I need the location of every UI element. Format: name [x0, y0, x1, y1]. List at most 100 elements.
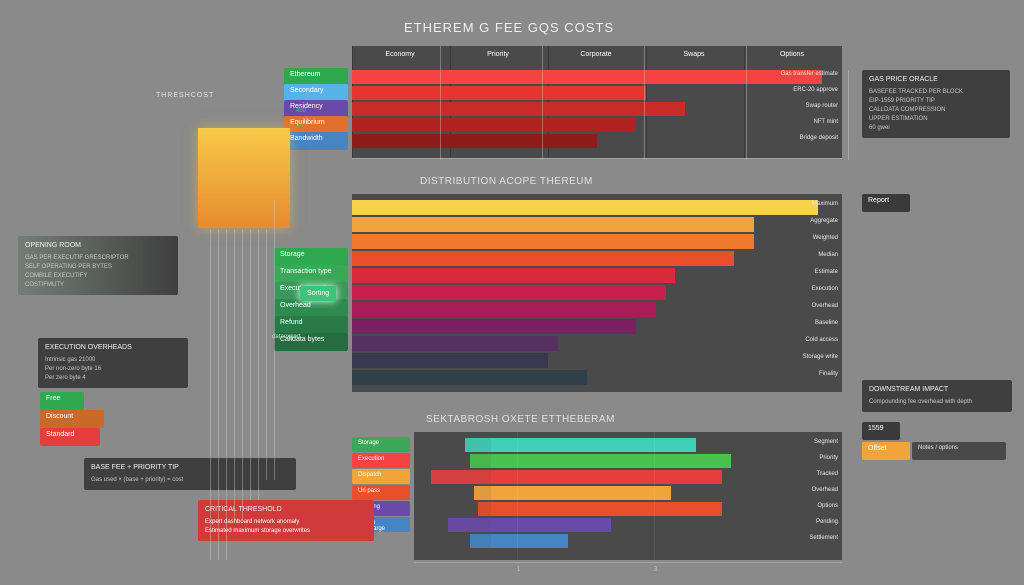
chart3-lefttab-2[interactable]: Dispatch	[352, 469, 410, 484]
chart3-lefttab-1[interactable]: Execution	[352, 453, 410, 468]
report-tag[interactable]: Report	[862, 194, 910, 212]
chart1-row-label-1: ERC-20 approve	[793, 87, 838, 93]
callout-bottom-left: BASE FEE + PRIORITY TIPGas used × (base …	[84, 458, 296, 490]
chart3-title: SEKTABROSH OXETE ETTHEBERAM	[426, 414, 615, 425]
co-lm-title: EXECUTION OVERHEADS	[45, 343, 181, 354]
callout-top-right: GAS PRICE ORACLE BASEFEE TRACKED PER BLOC…	[862, 70, 1010, 138]
dataexport-label: dataexport	[272, 334, 300, 340]
co-tr-line-0: BASEFEE TRACKED PER BLOCK	[869, 88, 1003, 97]
callout-left-green: OPENING ROOM GAS PER EXECUTIF GRESCRIPTOR…	[18, 236, 178, 295]
co-mr-line-0: Compounding fee overhead with depth	[869, 398, 1005, 407]
chart2-title: DISTRIBUTION ACOPE THEREUM	[420, 176, 593, 187]
threshold-label: THRESHCOST	[156, 92, 214, 99]
left-tag-1[interactable]: Discount	[40, 410, 104, 428]
chart3-row-1: Priority	[414, 454, 842, 468]
mr-tag-1[interactable]: Offset	[862, 442, 910, 460]
connector-3	[234, 230, 235, 520]
chart3-row-6: Settlement	[414, 534, 842, 548]
chart1-row-0: Gas transfer estimate	[352, 70, 842, 84]
co-red-line-0: Expert dashboard network anomaly	[205, 518, 367, 527]
chart1-col-2[interactable]: Corporate	[550, 48, 642, 66]
chart2-row-label-4: Estimate	[815, 269, 838, 275]
chart1-row-3: NFT mint	[352, 118, 842, 132]
co-lg-line-0: GAS PER EXECUTIF GRESCRIPTOR	[25, 254, 171, 263]
chart3-row-label-5: Pending	[816, 519, 838, 525]
chart2-row-1: Aggregate	[352, 217, 842, 232]
connector-5	[250, 230, 251, 500]
leftblock-tick-0: 450	[296, 108, 306, 114]
connector-1	[218, 230, 219, 560]
connector-10	[542, 46, 543, 160]
chart3-row-label-4: Options	[817, 503, 838, 509]
connector-7	[266, 230, 267, 480]
chart2-row-10: Finality	[352, 370, 842, 385]
chart3-tick-1: 3	[654, 566, 658, 573]
chart2-row-label-1: Aggregate	[810, 218, 838, 224]
chart1-col-1[interactable]: Priority	[452, 48, 544, 66]
connector-11	[644, 46, 645, 160]
mr-tag-2[interactable]: Notes / options	[912, 442, 1006, 460]
left-tag-0[interactable]: Free	[40, 392, 84, 410]
chart1-row-label-0: Gas transfer estimate	[781, 71, 838, 77]
left-tag-2[interactable]: Standard	[40, 428, 100, 446]
chart2-row-label-8: Cold access	[805, 337, 838, 343]
chart2-lefttab-3[interactable]: Overhead	[274, 299, 348, 317]
chart2-row-0: Maximum	[352, 200, 842, 215]
chart3-lefttab-0[interactable]: Storage	[352, 437, 410, 452]
chart2-row-2: Weighted	[352, 234, 842, 249]
chart3-row-label-0: Segment	[814, 439, 838, 445]
connector-12	[746, 46, 747, 160]
co-red-title: CRITICAL THRESHOLD	[205, 505, 367, 516]
callout-red: CRITICAL THRESHOLD Expert dashboard netwo…	[198, 500, 374, 541]
leftblock-tick-1: 300	[296, 124, 306, 130]
chart2-row-8: Cold access	[352, 336, 842, 351]
chart2-row-label-10: Finality	[819, 371, 838, 377]
chart1-row-label-4: Bridge deposit	[800, 135, 838, 141]
connector-4	[242, 230, 243, 520]
chart2-row-label-2: Weighted	[813, 235, 838, 241]
chart2-lefttab-0[interactable]: Storage	[274, 248, 348, 266]
connector-13	[848, 70, 849, 160]
chart3-row-label-1: Priority	[819, 455, 838, 461]
chart3-row-5: Pending	[414, 518, 842, 532]
sorting-badge[interactable]: Sorting	[300, 286, 336, 301]
co-bl-title: BASE FEE + PRIORITY TIP	[91, 463, 289, 474]
connector-9	[440, 46, 441, 160]
chart2-row-6: Overhead	[352, 302, 842, 317]
co-lg-line-2: COMBILE EXECUTIFY	[25, 272, 171, 281]
chart1-row-1: ERC-20 approve	[352, 86, 842, 100]
chart2-row-3: Median	[352, 251, 842, 266]
chart3-lefttab-3[interactable]: Uri pass	[352, 485, 410, 500]
chart1-col-4[interactable]: Options	[746, 48, 838, 66]
co-tr-line-1: EIP-1559 PRIORITY TIP	[869, 97, 1003, 106]
chart1-col-3[interactable]: Swaps	[648, 48, 740, 66]
chart2-row-label-7: Baseline	[815, 320, 838, 326]
co-lm-line-0: Intrinsic gas 21000	[45, 356, 181, 365]
chart2-row-4: Estimate	[352, 268, 842, 283]
chart1-col-0[interactable]: Economy	[354, 48, 446, 66]
connector-2	[226, 230, 227, 560]
connector-6	[258, 230, 259, 500]
connector-8	[274, 200, 275, 480]
left-gold-block	[198, 128, 290, 228]
chart2-row-label-0: Maximum	[812, 201, 838, 207]
callout-mid-right: DOWNSTREAM IMPACTCompounding fee overhea…	[862, 380, 1012, 412]
chart3-tick-0: 1	[517, 566, 521, 573]
chart2-lefttab-1[interactable]: Transaction type	[274, 265, 348, 283]
co-red-line-1: Estimated maximum storage overwrites	[205, 527, 367, 536]
chart2-lefttab-4[interactable]: Refund	[274, 316, 348, 334]
co-lg-line-1: SELF OPERATING PER BYTES	[25, 263, 171, 272]
chart3-row-4: Options	[414, 502, 842, 516]
co-tr-title: GAS PRICE ORACLE	[869, 75, 1003, 86]
chart2-row-5: Execution	[352, 285, 842, 300]
co-lm-line-2: Per zero byte 4	[45, 374, 181, 383]
chart2-row-label-9: Storage write	[803, 354, 838, 360]
mr-tag-0[interactable]: 1559	[862, 422, 900, 440]
chart1-lefttab-4[interactable]: Bandwidth	[284, 132, 348, 150]
co-lg-line-3: COSTIFMUTY	[25, 281, 171, 290]
chart3-row-3: Overhead	[414, 486, 842, 500]
chart2-row-label-3: Median	[818, 252, 838, 258]
co-lg-title: OPENING ROOM	[25, 241, 171, 252]
chart3-row-0: Segment	[414, 438, 842, 452]
connector-0	[210, 230, 211, 560]
